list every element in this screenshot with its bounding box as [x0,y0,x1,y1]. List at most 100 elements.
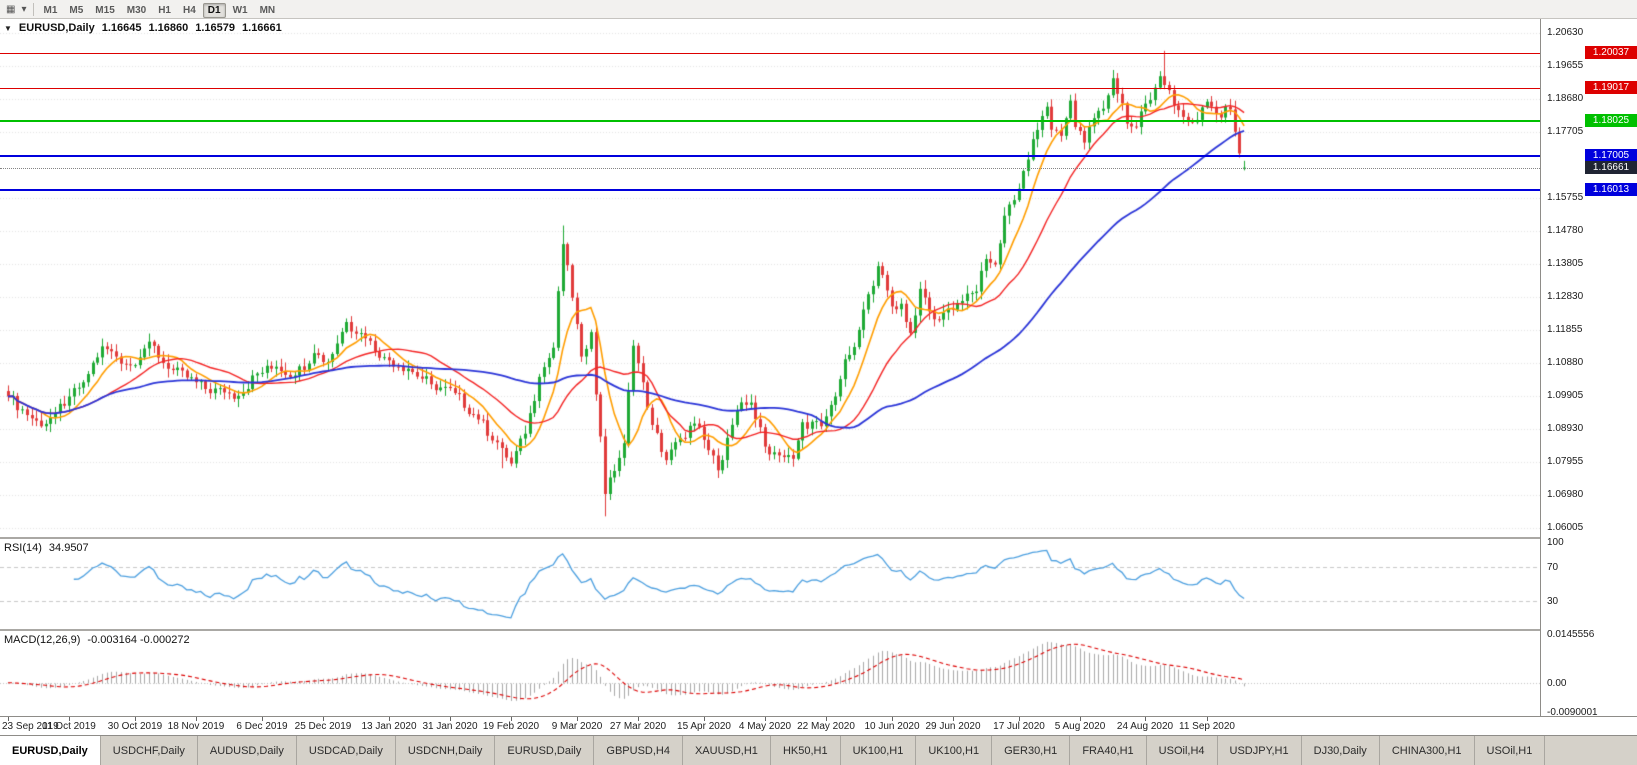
chart-tab-uk100-h1[interactable]: UK100,H1 [840,736,917,765]
time-axis-tick [69,717,70,721]
rsi-canvas[interactable] [0,539,1540,629]
new-chart-icon[interactable]: ▦ [6,3,16,15]
chart-dropdown-icon[interactable]: ▾ [21,3,27,15]
timeframe-m1-button[interactable]: M1 [43,5,58,16]
ohlc-low-value: 1.16579 [195,22,236,34]
price-tick-label: 1.09905 [1547,390,1584,401]
timeframe-m30-button[interactable]: M30 [126,5,147,16]
time-axis-tick [1080,717,1081,721]
macd-axis-zero-label: 0.00 [1547,678,1567,689]
chart-tab-usdjpy-h1[interactable]: USDJPY,H1 [1217,736,1302,765]
time-axis-label: 15 Apr 2020 [677,721,731,732]
time-axis[interactable]: 23 Sep 2019 11 Oct 2019 30 Oct 2019 18 Nov … [0,716,1637,735]
time-axis-label: 23 Sep 2019 [2,721,59,732]
chart-tab-xauusd-h1[interactable]: XAUUSD,H1 [682,736,771,765]
chart-tab-usdchf-daily[interactable]: USDCHF,Daily [100,736,198,765]
price-tick-label: 1.17705 [1547,126,1584,137]
price-level-line-1.18025[interactable] [0,120,1540,122]
chart-tab-eurusd-daily[interactable]: EURUSD,Daily [0,736,101,765]
chart-tab-audusd-daily[interactable]: AUDUSD,Daily [197,736,297,765]
price-tick-label: 1.18680 [1547,93,1584,104]
time-axis-tick [704,717,705,721]
time-axis-tick [1207,717,1208,721]
main-chart-canvas[interactable] [0,19,1540,537]
chart-tab-fra40-h1[interactable]: FRA40,H1 [1070,736,1147,765]
timeframe-mn-button[interactable]: MN [259,5,276,16]
price-tick-label: 1.14780 [1547,225,1584,236]
chart-tab-usoil-h1[interactable]: USOil,H1 [1474,736,1546,765]
time-axis-label: 25 Dec 2019 [294,721,352,732]
time-axis-tick [135,717,136,721]
rsi-pane: RSI(14) 34.9507 [0,539,1637,629]
rsi-indicator-name: RSI(14) [4,542,42,554]
chart-tab-dj30-daily[interactable]: DJ30,Daily [1301,736,1380,765]
chart-tabs-bar: EURUSD,Daily USDCHF,Daily AUDUSD,Daily USDC… [0,735,1637,765]
chart-tab-uk100-h1[interactable]: UK100,H1 [916,736,993,765]
time-axis-tick [8,717,9,721]
chart-tab-ger30-h1[interactable]: GER30,H1 [992,736,1071,765]
chart-tab-usdcad-daily[interactable]: USDCAD,Daily [296,736,396,765]
timeframe-button-group: M1 M5 M15 M30 H1 H4 D1 W1 MN [38,0,282,18]
time-axis-label: 24 Aug 2020 [1116,721,1174,732]
chart-window: ▼ EURUSD,Daily 1.16645 1.16860 1.16579 1… [0,19,1637,735]
rsi-axis-label: 100 [1547,537,1564,548]
price-level-badge: 1.17005 [1585,149,1637,162]
macd-axis-top-label: 0.0145556 [1547,629,1595,640]
time-axis-label: 19 Feb 2020 [482,721,540,732]
price-level-badge: 1.16013 [1585,183,1637,196]
time-axis-tick [262,717,263,721]
price-tick-label: 1.06005 [1547,522,1584,533]
chart-tab-usoil-h4[interactable]: USOil,H4 [1146,736,1218,765]
time-axis-label: 4 May 2020 [738,721,792,732]
ohlc-open-value: 1.16645 [101,22,142,34]
chart-ohlc-header: ▼ EURUSD,Daily 1.16645 1.16860 1.16579 1… [4,22,282,34]
timeframe-w1-button[interactable]: W1 [232,5,248,16]
macd-axis-bottom-label: -0.0090001 [1547,707,1598,718]
time-axis-tick [765,717,766,721]
ohlc-close-value: 1.16661 [242,22,282,34]
time-axis-tick [638,717,639,721]
price-level-line-1.20037[interactable] [0,53,1540,54]
chart-tab-gbpusd-h4[interactable]: GBPUSD,H4 [594,736,683,765]
price-tick-label: 1.20630 [1547,27,1584,38]
chart-menu-icon[interactable]: ▼ [4,23,12,33]
chart-tab-china300-h1[interactable]: CHINA300,H1 [1379,736,1475,765]
timeframe-h1-button[interactable]: H1 [158,5,171,16]
pane-separator-rsi[interactable] [0,537,1637,539]
price-tick-label: 1.06980 [1547,489,1584,500]
macd-canvas[interactable] [0,631,1540,716]
chart-tab-hk50-h1[interactable]: HK50,H1 [770,736,841,765]
price-level-badge: 1.18025 [1585,114,1637,127]
time-axis-tick [1019,717,1020,721]
time-axis-tick [323,717,324,721]
macd-indicator-name: MACD(12,26,9) [4,634,81,646]
time-axis-label: 29 Jun 2020 [925,721,981,732]
chart-tab-eurusd-daily[interactable]: EURUSD,Daily [495,736,595,765]
time-axis-tick [892,717,893,721]
rsi-axis-label: 30 [1547,596,1559,607]
timeframe-m15-button[interactable]: M15 [95,5,115,16]
timeframe-d1-button[interactable]: D1 [202,3,226,18]
macd-indicator-values: -0.003164 -0.000272 [87,634,190,646]
price-level-line-1.17005[interactable] [0,155,1540,157]
time-axis-label: 13 Jan 2020 [361,721,417,732]
price-pane: ▼ EURUSD,Daily 1.16645 1.16860 1.16579 1… [0,19,1637,537]
price-level-line-1.16013[interactable] [0,189,1540,191]
chart-tab-usdcnh-daily[interactable]: USDCNH,Daily [395,736,496,765]
timeframe-m5-button[interactable]: M5 [69,5,84,16]
price-tick-label: 1.11855 [1547,324,1583,335]
price-tick-label: 1.12830 [1547,291,1584,302]
timeframe-h4-button[interactable]: H4 [183,5,196,16]
price-tick-label: 1.10880 [1547,357,1584,368]
time-axis-label: 9 Mar 2020 [551,721,603,732]
price-axis[interactable]: 1.20630 1.19655 1.18680 1.17705 1.15755 1.147… [1540,19,1637,718]
toolbar-separator [33,2,35,16]
timeframe-toolbar: ▦ ▾ M1 M5 M15 M30 H1 H4 D1 W1 MN [0,0,1637,19]
pane-separator-macd[interactable] [0,629,1637,631]
time-axis-tick [450,717,451,721]
time-axis-label: 11 Oct 2019 [42,721,96,732]
time-axis-label: 27 Mar 2020 [609,721,667,732]
price-level-line-1.19017[interactable] [0,88,1540,89]
price-tick-label: 1.15755 [1547,192,1584,203]
time-axis-tick [196,717,197,721]
